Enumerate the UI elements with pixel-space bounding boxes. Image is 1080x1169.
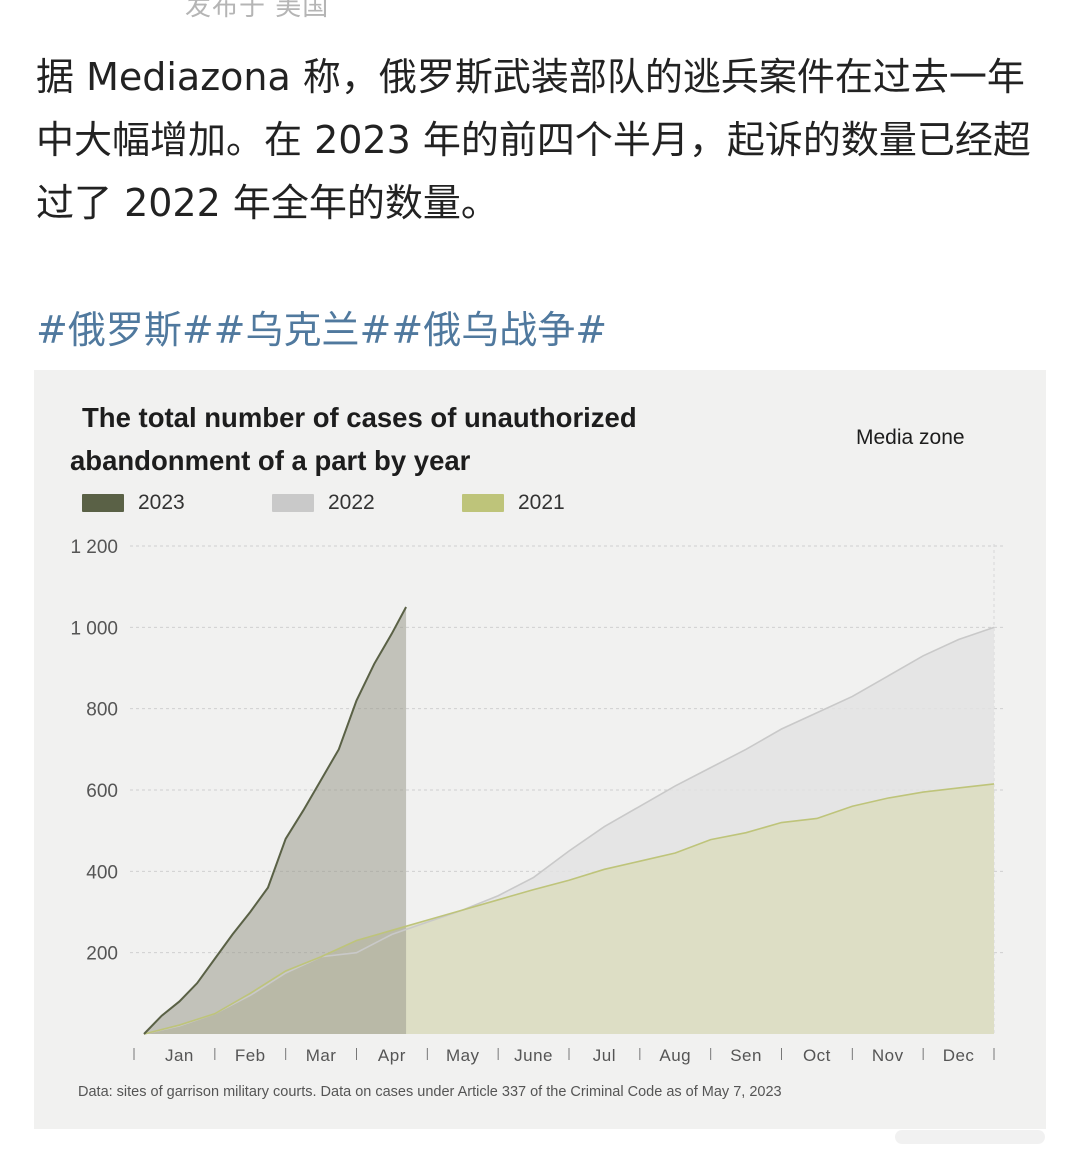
legend-item-2023: 2023 [82,490,185,516]
legend-item-2021: 2021 [462,490,565,516]
y-tick-label: 800 [86,700,118,721]
legend-swatch-2023 [82,494,124,512]
chart-footnote: Data: sites of garrison military courts.… [78,1084,782,1100]
series-lines [143,606,995,1035]
line-2023 [143,606,407,1035]
chart-image[interactable]: 200 400 600 800 1 000 1 200 Jan Feb Mar Apr May Jun… [34,370,1046,1129]
legend-label-2022: 2022 [328,491,375,514]
line-2022 [143,626,995,1035]
post-meta-cut: 发布于 美国 [185,0,330,22]
chart-legend: 2023 2022 2021 [82,490,642,516]
x-tick-label: Sen [730,1046,762,1065]
x-tick-label: Dec [943,1046,975,1065]
x-tick-label: Apr [378,1046,406,1065]
legend-swatch-2021 [462,494,504,512]
y-tick-label: 400 [86,862,118,883]
post-body: 据 Mediazona 称，俄罗斯武装部队的逃兵案件在过去一年中大幅增加。在 2… [36,55,1031,225]
chart-title-line2: abandonment of a part by year [70,445,471,476]
legend-label-2021: 2021 [518,491,565,514]
y-tick-label: 1 200 [70,537,118,558]
legend-item-2022: 2022 [272,490,375,516]
x-tick-label: Jan [165,1046,194,1065]
x-tick-label: Oct [803,1046,831,1065]
watermark-icon [895,1130,1045,1144]
axis-ticks: 200 400 600 800 1 000 1 200 Jan Feb Mar Apr May Jun… [70,537,995,1065]
x-tick-label: June [514,1046,553,1065]
y-tick-label: 600 [86,781,118,802]
x-tick-label: May [446,1046,480,1065]
line-2021 [143,783,995,1035]
area-2023 [144,607,407,1034]
x-tick-label: Nov [872,1046,904,1065]
y-tick-label: 200 [86,944,118,965]
legend-label-2023: 2023 [138,491,185,514]
x-tick-label: Aug [659,1046,691,1065]
chart-title: The total number of cases of unauthorize… [70,396,790,482]
series-areas [144,607,994,1034]
chart-title-line1: The total number of cases of unauthorize… [82,402,637,433]
x-tick-label: Jul [593,1046,616,1065]
hashtag-links[interactable]: #俄罗斯##乌克兰##俄乌战争# [36,308,608,352]
x-tick-label: Feb [235,1046,266,1065]
source-label: Media zone [856,426,965,449]
y-tick-label: 1 000 [70,618,118,639]
legend-swatch-2022 [272,494,314,512]
chart-plot: 200 400 600 800 1 000 1 200 Jan Feb Mar Apr May Jun… [70,537,1004,1065]
x-tick-label: Mar [306,1046,337,1065]
